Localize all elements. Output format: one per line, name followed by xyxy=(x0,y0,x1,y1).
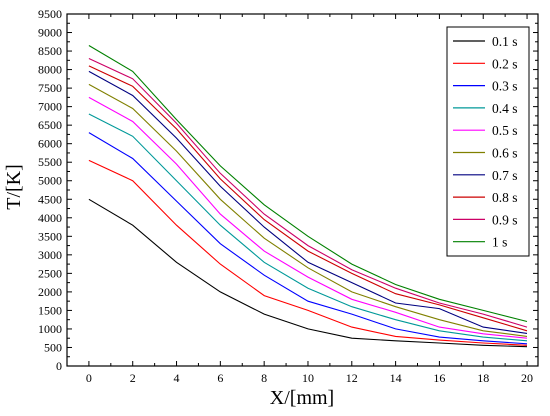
legend-label: 0.9 s xyxy=(492,212,518,227)
x-tick-label: 0 xyxy=(86,371,92,385)
x-tick-label: 12 xyxy=(346,371,358,385)
x-tick-label: 20 xyxy=(521,371,533,385)
x-tick-label: 4 xyxy=(174,371,180,385)
y-tick-label: 5000 xyxy=(38,174,62,188)
y-tick-label: 8500 xyxy=(38,44,62,58)
y-tick-label: 8000 xyxy=(38,63,62,77)
y-tick-label: 6000 xyxy=(38,137,62,151)
series-layer xyxy=(88,45,528,348)
series-line-0-9-s xyxy=(88,58,528,328)
y-tick-label: 2000 xyxy=(38,285,62,299)
y-tick-label: 9000 xyxy=(38,26,62,40)
y-tick-label: 4000 xyxy=(38,211,62,225)
legend-label: 1 s xyxy=(492,235,507,250)
y-tick-label: 4500 xyxy=(38,192,62,206)
y-tick-label: 1000 xyxy=(38,322,62,336)
legend-label: 0.4 s xyxy=(492,101,518,116)
legend-label: 0.6 s xyxy=(492,146,518,161)
series-line-0-4-s xyxy=(88,113,528,342)
legend-label: 0.3 s xyxy=(492,79,518,94)
legend-label: 0.2 s xyxy=(492,56,518,71)
x-tick-label: 18 xyxy=(477,371,489,385)
y-tick-label: 7000 xyxy=(38,100,62,114)
y-tick-label: 3500 xyxy=(38,229,62,243)
series-line-0-8-s xyxy=(88,65,528,332)
y-tick-label: 7500 xyxy=(38,81,62,95)
x-tick-label: 14 xyxy=(390,371,402,385)
y-tick-label: 2500 xyxy=(38,266,62,280)
series-line-1-s xyxy=(88,45,528,323)
y-tick-label: 9500 xyxy=(38,7,62,21)
legend-label: 0.1 s xyxy=(492,34,518,49)
series-line-0-2-s xyxy=(88,159,528,346)
x-tick-label: 16 xyxy=(433,371,445,385)
series-line-0-6-s xyxy=(88,83,528,337)
legend-label: 0.5 s xyxy=(492,123,518,138)
y-tick-label: 5500 xyxy=(38,155,62,169)
series-line-0-7-s xyxy=(88,70,528,334)
y-tick-label: 1500 xyxy=(38,303,62,317)
x-tick-label: 10 xyxy=(302,371,314,385)
plot-area: 0 2 4 6 8 10 12 14 16 18 20 0 500 1000 1500 2000 2500 300… xyxy=(38,7,539,385)
y-tick-label: 500 xyxy=(44,340,62,354)
x-axis-title: X/[mm] xyxy=(270,387,334,409)
x-tick-label: 6 xyxy=(217,371,223,385)
series-line-0-1-s xyxy=(88,198,528,348)
legend-label: 0.8 s xyxy=(492,190,518,205)
y-axis-title: T/[K] xyxy=(3,164,25,210)
y-tick-label: 0 xyxy=(56,359,62,373)
legend: 0.1 s 0.2 s 0.3 s 0.4 s 0.5 s 0.6 s 0.7 s 0.8 s… xyxy=(446,26,530,257)
series-line-0-3-s xyxy=(88,132,528,345)
series-line-0-5-s xyxy=(88,96,528,339)
x-tick-label: 8 xyxy=(261,371,267,385)
y-tick-label: 6500 xyxy=(38,118,62,132)
y-tick-label: 3000 xyxy=(38,248,62,262)
legend-box xyxy=(446,26,530,257)
legend-label: 0.7 s xyxy=(492,168,518,183)
x-tick-label: 2 xyxy=(130,371,136,385)
